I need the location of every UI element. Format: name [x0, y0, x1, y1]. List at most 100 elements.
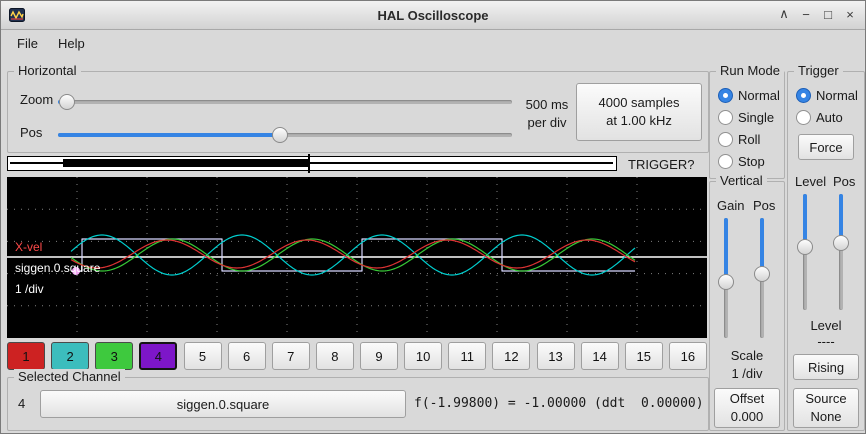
menu-help[interactable]: Help — [57, 35, 85, 51]
run-mode-normal-radio[interactable]: Normal — [718, 88, 780, 103]
trigger-pos-slider-thumb[interactable] — [833, 234, 849, 251]
edge-button[interactable]: Rising — [793, 354, 859, 380]
scope-trace — [70, 234, 636, 276]
offset-label: Offset — [729, 391, 765, 406]
channel-4-button[interactable]: 4 — [139, 342, 178, 370]
radio-label: Normal — [738, 88, 780, 103]
selected-channel-frame-label: Selected Channel — [14, 369, 125, 384]
horizontal-pos-slider[interactable] — [58, 127, 512, 143]
zoom-slider[interactable] — [58, 94, 512, 110]
time-per-div-unit: per div — [527, 115, 567, 130]
menubar: File Help — [1, 29, 865, 57]
scale-label: Scale — [730, 348, 764, 363]
source-button[interactable]: Source None — [793, 388, 859, 428]
close-icon[interactable]: × — [846, 6, 854, 22]
trigger-level-value: ---- — [817, 334, 835, 349]
zoom-slider-track — [58, 100, 512, 104]
posbar-baseline — [10, 162, 613, 164]
trigger-frame-label: Trigger — [794, 63, 843, 78]
shade-icon[interactable]: ∧ — [779, 6, 789, 21]
radio-indicator — [718, 154, 733, 169]
horizontal-frame: Horizontal Zoom Pos 500 ms per div 4000 … — [7, 63, 709, 153]
source-label: Source — [805, 391, 847, 406]
trigger-level-label: Level — [810, 318, 842, 333]
samples-line2: at 1.00 kHz — [606, 113, 672, 128]
gain-slider-fill — [724, 218, 728, 282]
channel-14-button[interactable]: 14 — [580, 342, 619, 370]
menu-file[interactable]: File — [17, 35, 38, 51]
trigger-level-slider-thumb[interactable] — [797, 239, 813, 256]
radio-label: Single — [738, 110, 775, 125]
window-icon[interactable] — [9, 7, 25, 23]
gain-label: Gain — [717, 198, 745, 213]
time-per-div: 500 ms per div — [516, 96, 578, 132]
channel-6-button[interactable]: 6 — [227, 342, 266, 370]
minimize-icon[interactable]: − — [802, 6, 810, 22]
channel-3-button[interactable]: 3 — [95, 342, 134, 370]
trigger-status-label: TRIGGER? — [628, 157, 695, 172]
scale-value: 1 /div — [731, 366, 763, 381]
channel-8-button[interactable]: 8 — [315, 342, 354, 370]
vertical-pos-slider-thumb[interactable] — [754, 266, 770, 283]
channel-10-button[interactable]: 10 — [404, 342, 443, 370]
channel-9-button[interactable]: 9 — [360, 342, 398, 370]
vertical-pos-slider-fill — [760, 218, 764, 275]
channel-name-button[interactable]: siggen.0.square — [40, 390, 406, 418]
posbar-trigger-tick — [307, 154, 310, 173]
channel-value-readout: f(-1.99800) = -1.00000 (ddt 0.00000) — [414, 396, 704, 411]
selected-channel-frame: Selected Channel 4 siggen.0.square f(-1.… — [7, 369, 709, 431]
channel-7-button[interactable]: 7 — [271, 342, 310, 370]
samples-button[interactable]: 4000 samples at 1.00 kHz — [576, 83, 702, 141]
zoom-slider-thumb[interactable] — [59, 94, 76, 110]
offset-button[interactable]: Offset 0.000 — [714, 388, 780, 428]
maximize-icon[interactable]: □ — [824, 6, 832, 22]
run-mode-stop-radio[interactable]: Stop — [718, 154, 780, 169]
radio-indicator — [718, 110, 733, 125]
channel-5-button[interactable]: 5 — [183, 342, 222, 370]
channel-12-button[interactable]: 12 — [492, 342, 531, 370]
trigger-normal-radio[interactable]: Normal — [796, 88, 858, 103]
force-button[interactable]: Force — [798, 134, 854, 160]
channel-name-label: siggen.0.square — [176, 396, 270, 412]
trigger-level-slider-fill — [803, 194, 807, 248]
record-position-bar[interactable] — [7, 154, 617, 173]
trigger-pos-slider-fill — [839, 194, 843, 243]
edge-button-label: Rising — [807, 359, 845, 375]
trigger-pos-slider[interactable] — [833, 194, 849, 310]
channel-2-button[interactable]: 2 — [51, 342, 90, 370]
radio-label: Auto — [816, 110, 843, 125]
window-controls: ∧ − □ × — [775, 5, 859, 23]
run-mode-roll-radio[interactable]: Roll — [718, 132, 780, 147]
force-button-label: Force — [809, 139, 843, 155]
vertical-pos-slider[interactable] — [754, 218, 770, 338]
scope-overlay-label-2: 1 /div — [15, 282, 44, 296]
radio-indicator — [796, 110, 811, 125]
trigger-options: Normal Auto — [796, 88, 858, 125]
posbar-data-segment — [62, 159, 309, 167]
radio-indicator — [718, 88, 733, 103]
horizontal-pos-label: Pos — [20, 125, 43, 140]
time-per-div-value: 500 ms — [525, 97, 569, 112]
pos-slider-thumb[interactable] — [272, 127, 289, 143]
scope-trace — [71, 238, 635, 272]
gain-slider[interactable] — [718, 218, 734, 338]
vertical-pos-label: Pos — [753, 198, 776, 213]
scope-display: X-vel siggen.0.square 1 /div — [7, 177, 707, 338]
gain-slider-thumb[interactable] — [718, 273, 734, 290]
channel-1-button[interactable]: 1 — [7, 342, 45, 370]
vertical-frame: Vertical Gain Pos Scale 1 /div Offset 0.… — [709, 173, 785, 431]
channel-16-button[interactable]: 16 — [668, 342, 707, 370]
run-mode-single-radio[interactable]: Single — [718, 110, 780, 125]
channel-11-button[interactable]: 11 — [448, 342, 487, 370]
trigger-auto-radio[interactable]: Auto — [796, 110, 858, 125]
radio-indicator — [796, 88, 811, 103]
vertical-frame-label: Vertical — [716, 173, 767, 188]
trigger-level-slider[interactable] — [797, 194, 813, 310]
samples-line1: 4000 samples — [598, 95, 680, 110]
channel-15-button[interactable]: 15 — [624, 342, 663, 370]
run-mode-frame: Run Mode Normal Single Roll Stop — [709, 63, 785, 179]
channel-13-button[interactable]: 13 — [536, 342, 575, 370]
scope-overlay-label-0: X-vel — [15, 240, 43, 254]
scope-trace — [70, 239, 636, 269]
